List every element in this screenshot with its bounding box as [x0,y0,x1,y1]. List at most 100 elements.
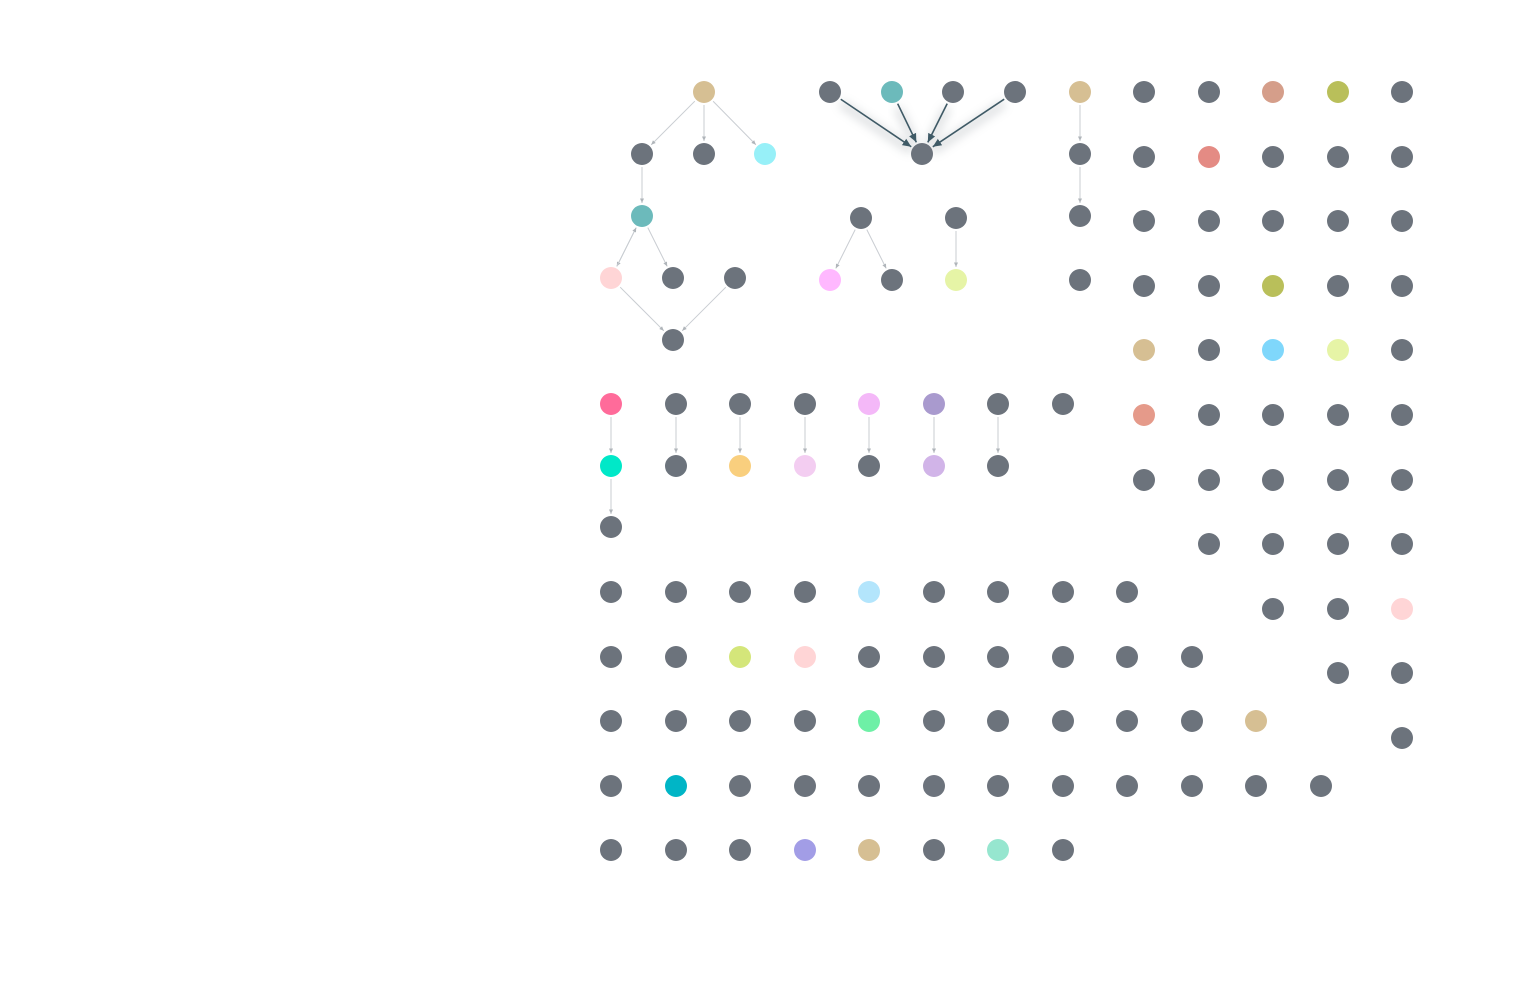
graph-node-s5_5[interactable] [858,839,880,861]
graph-node-r7_5[interactable] [1391,469,1413,491]
graph-node-r9_4[interactable] [1327,598,1349,620]
graph-node-s1_7[interactable] [987,581,1009,603]
graph-node-s2_7[interactable] [987,646,1009,668]
graph-node-a0[interactable] [693,81,715,103]
graph-node-r10_5[interactable] [1391,662,1413,684]
graph-node-s2_4[interactable] [794,646,816,668]
graph-node-r8_4[interactable] [1327,533,1349,555]
graph-node-r9_5[interactable] [1391,598,1413,620]
graph-node-r5_4[interactable] [1327,339,1349,361]
graph-node-r2_3[interactable] [1262,146,1284,168]
graph-node-r5_5[interactable] [1391,339,1413,361]
graph-node-e2[interactable] [1069,205,1091,227]
graph-node-r7_3[interactable] [1262,469,1284,491]
graph-node-s4_10[interactable] [1181,775,1203,797]
graph-node-r7_1[interactable] [1133,469,1155,491]
graph-node-r8_3[interactable] [1262,533,1284,555]
graph-node-r10_4[interactable] [1327,662,1349,684]
graph-node-r1_1[interactable] [1133,81,1155,103]
graph-node-s3_8[interactable] [1052,710,1074,732]
graph-node-s5_3[interactable] [729,839,751,861]
graph-node-h1[interactable] [729,455,751,477]
graph-node-e1[interactable] [1069,143,1091,165]
graph-node-s4_3[interactable] [729,775,751,797]
graph-node-s4_9[interactable] [1116,775,1138,797]
graph-node-s2_1[interactable] [600,646,622,668]
graph-node-s1_8[interactable] [1052,581,1074,603]
graph-node-c1[interactable] [819,269,841,291]
graph-node-s4_1[interactable] [600,775,622,797]
graph-node-s2_3[interactable] [729,646,751,668]
graph-node-r8_2[interactable] [1198,533,1220,555]
graph-node-r3_5[interactable] [1391,210,1413,232]
graph-node-r6_3[interactable] [1262,404,1284,426]
graph-node-r5_3[interactable] [1262,339,1284,361]
graph-node-r2_4[interactable] [1327,146,1349,168]
graph-node-l0[interactable] [987,393,1009,415]
graph-node-a8[interactable] [662,329,684,351]
graph-node-s1_4[interactable] [794,581,816,603]
graph-node-s1_6[interactable] [923,581,945,603]
graph-node-s1_9[interactable] [1116,581,1138,603]
graph-node-s5_8[interactable] [1052,839,1074,861]
graph-node-r5_2[interactable] [1198,339,1220,361]
graph-node-a3[interactable] [754,143,776,165]
graph-node-s5_7[interactable] [987,839,1009,861]
graph-node-s2_10[interactable] [1181,646,1203,668]
graph-node-s4_12[interactable] [1310,775,1332,797]
graph-node-s3_1[interactable] [600,710,622,732]
graph-node-d1[interactable] [945,269,967,291]
graph-node-c0[interactable] [850,207,872,229]
graph-node-s2_8[interactable] [1052,646,1074,668]
graph-node-r3_4[interactable] [1327,210,1349,232]
graph-node-f2[interactable] [600,516,622,538]
graph-node-s2_6[interactable] [923,646,945,668]
graph-node-s5_6[interactable] [923,839,945,861]
graph-node-a1[interactable] [631,143,653,165]
graph-node-r6_4[interactable] [1327,404,1349,426]
graph-node-s3_3[interactable] [729,710,751,732]
graph-node-a6[interactable] [662,267,684,289]
graph-node-r11_5[interactable] [1391,727,1413,749]
graph-node-k0[interactable] [923,393,945,415]
graph-node-s2_5[interactable] [858,646,880,668]
graph-node-s4_8[interactable] [1052,775,1074,797]
graph-node-r7_2[interactable] [1198,469,1220,491]
graph-node-g0[interactable] [665,393,687,415]
graph-node-s5_4[interactable] [794,839,816,861]
graph-node-r6_2[interactable] [1198,404,1220,426]
graph-node-i0[interactable] [794,393,816,415]
graph-node-s3_2[interactable] [665,710,687,732]
graph-node-r2_1[interactable] [1133,146,1155,168]
graph-node-r4_2[interactable] [1198,275,1220,297]
graph-node-r8_5[interactable] [1391,533,1413,555]
graph-node-b3[interactable] [1004,81,1026,103]
graph-node-e3[interactable] [1069,269,1091,291]
graph-node-r4_3[interactable] [1262,275,1284,297]
graph-node-r5_1[interactable] [1133,339,1155,361]
graph-node-r9_3[interactable] [1262,598,1284,620]
graph-node-s3_7[interactable] [987,710,1009,732]
graph-node-a2[interactable] [693,143,715,165]
graph-node-r2_5[interactable] [1391,146,1413,168]
graph-node-s4_11[interactable] [1245,775,1267,797]
graph-node-r3_3[interactable] [1262,210,1284,232]
graph-node-r3_1[interactable] [1133,210,1155,232]
graph-node-m0[interactable] [1052,393,1074,415]
graph-node-g1[interactable] [665,455,687,477]
graph-node-r4_5[interactable] [1391,275,1413,297]
graph-node-a7[interactable] [724,267,746,289]
graph-node-s3_6[interactable] [923,710,945,732]
graph-node-s3_5[interactable] [858,710,880,732]
graph-node-r6_5[interactable] [1391,404,1413,426]
graph-node-s2_9[interactable] [1116,646,1138,668]
graph-node-r2_2[interactable] [1198,146,1220,168]
graph-node-k1[interactable] [923,455,945,477]
graph-node-s1_2[interactable] [665,581,687,603]
graph-node-r4_1[interactable] [1133,275,1155,297]
graph-node-s3_10[interactable] [1181,710,1203,732]
graph-node-h0[interactable] [729,393,751,415]
graph-node-a5[interactable] [600,267,622,289]
graph-node-s1_5[interactable] [858,581,880,603]
